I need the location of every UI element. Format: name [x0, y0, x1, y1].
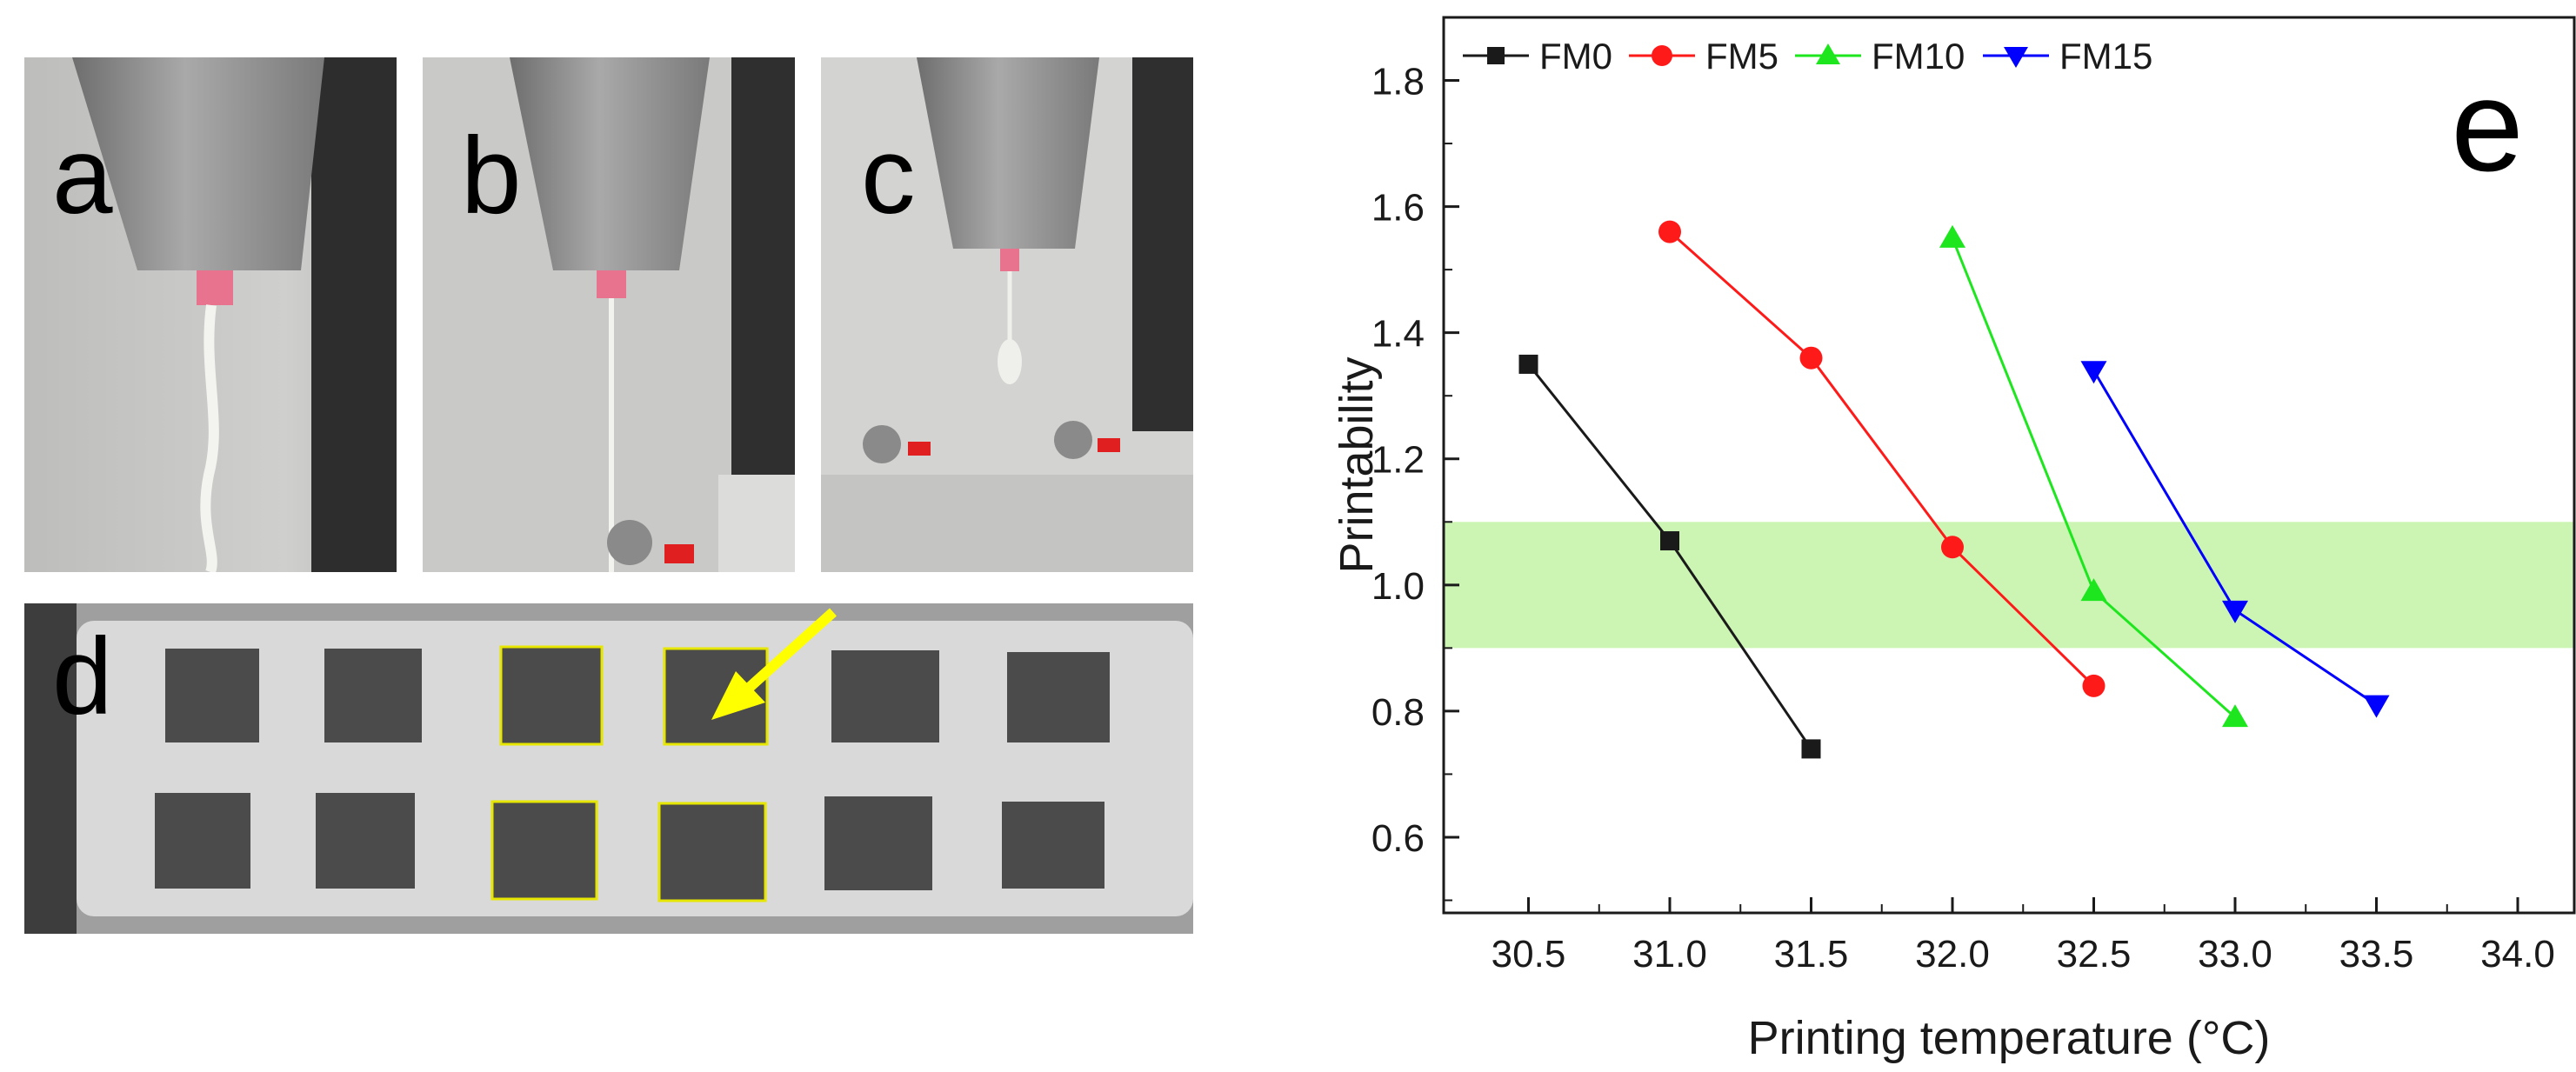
data-point — [1487, 47, 1505, 64]
series-line — [1669, 230, 2095, 687]
series-fm0 — [1518, 354, 1821, 759]
x-tick-label: 33.5 — [2339, 933, 2414, 975]
plot-frame — [1442, 16, 2576, 915]
data-point — [2082, 674, 2106, 697]
data-point — [2363, 695, 2390, 718]
legend-label: FM10 — [1872, 36, 1965, 77]
data-point — [1799, 346, 1823, 370]
legend: FM0 FM5 FM10 FM15 — [1463, 36, 2152, 77]
photo-b-nozzle-filament — [423, 57, 795, 572]
good-printability-band — [1444, 522, 2574, 649]
y-tick-label: 1.2 — [1371, 439, 1425, 482]
photo-c-nozzle-droplet — [821, 57, 1193, 572]
data-point — [1660, 531, 1679, 551]
legend-label: FM0 — [1539, 36, 1612, 77]
data-point — [1658, 220, 1681, 243]
data-point — [2080, 361, 2107, 384]
y-tick-label: 1.8 — [1371, 61, 1425, 103]
data-point — [2080, 578, 2107, 602]
y-tick-label: 0.6 — [1371, 817, 1425, 860]
x-tick-label: 31.0 — [1632, 933, 1707, 975]
series-fm5 — [1658, 220, 2106, 697]
printability-chart: 30.5 31.0 31.5 32.0 32.5 33.0 33.5 34.0 0.6 0.8 1.… — [1252, 0, 2576, 1072]
panel-label-d: d — [52, 616, 113, 737]
x-axis-title: Printing temperature (°C) — [1748, 1012, 2271, 1064]
y-tick-label: 0.8 — [1371, 691, 1425, 734]
data-point — [1816, 43, 1840, 64]
x-tick-label: 34.0 — [2480, 933, 2555, 975]
legend-item-fm15: FM15 — [1983, 36, 2152, 77]
x-tick-label: 31.5 — [1774, 933, 1849, 975]
panel-label-a: a — [52, 116, 113, 236]
y-tick-label: 1.0 — [1371, 565, 1425, 608]
data-point — [1939, 224, 1965, 248]
data-point — [2222, 600, 2248, 623]
panel-label-b: b — [461, 116, 522, 236]
panel-label-c: c — [861, 116, 916, 236]
series-fm10 — [1939, 224, 2248, 728]
series-layer — [1518, 220, 2390, 759]
ticks-layer: 30.5 31.0 31.5 32.0 32.5 33.0 33.5 34.0 0.6 0.8 1.… — [1371, 17, 2555, 975]
y-tick-label: 1.6 — [1371, 187, 1425, 230]
series-fm15 — [2080, 361, 2390, 718]
x-tick-label: 30.5 — [1492, 933, 1566, 975]
y-tick-label: 1.4 — [1371, 313, 1425, 356]
photo-a-nozzle-filament — [24, 57, 397, 572]
x-tick-label: 33.0 — [2198, 933, 2272, 975]
data-point — [1652, 45, 1672, 66]
data-point — [1801, 739, 1821, 759]
legend-item-fm0: FM0 — [1463, 36, 1612, 77]
data-point — [2222, 704, 2248, 728]
panel-label-e: e — [2451, 52, 2523, 198]
legend-item-fm5: FM5 — [1629, 36, 1779, 77]
legend-label: FM5 — [1705, 36, 1779, 77]
legend-label: FM15 — [2059, 36, 2152, 77]
x-tick-label: 32.5 — [2057, 933, 2132, 975]
data-point — [2004, 47, 2028, 68]
y-axis-title: Printability — [1331, 356, 1383, 573]
photo-d-printed-grid — [24, 603, 1193, 934]
x-tick-label: 32.0 — [1915, 933, 1990, 975]
legend-item-fm10: FM10 — [1795, 36, 1965, 77]
data-point — [1941, 536, 1964, 559]
data-point — [1518, 354, 1538, 374]
